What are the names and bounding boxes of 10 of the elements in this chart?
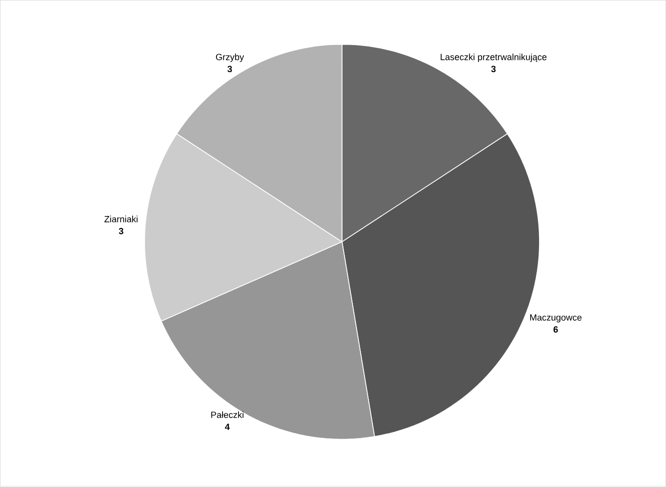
slice-label: Grzyby: [216, 54, 244, 62]
slice-label: Laseczki przetrwalnikujące: [440, 54, 547, 62]
data-label: 3: [227, 66, 232, 72]
data-label: 4: [224, 424, 230, 430]
slice-label: Ziarniaki: [104, 216, 138, 222]
data-label: 3: [491, 66, 496, 72]
data-label: 6: [554, 326, 558, 333]
data-label: 3: [118, 228, 124, 234]
slice-label: Maczugowce: [530, 314, 582, 323]
slice-label: Pałeczki: [211, 412, 244, 418]
